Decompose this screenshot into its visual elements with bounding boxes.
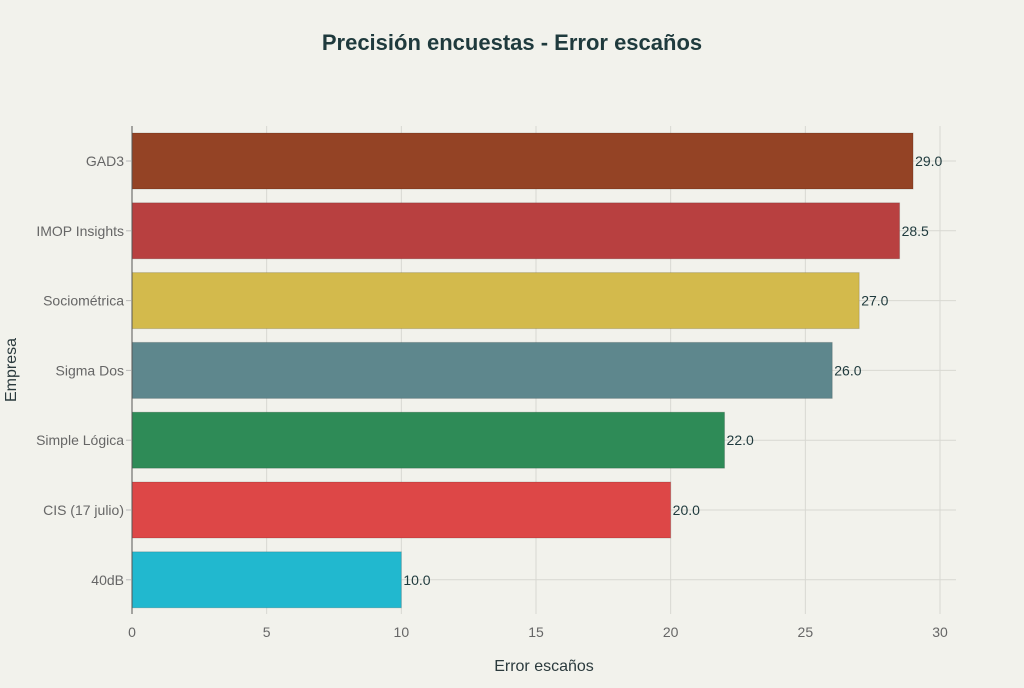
bar-40db — [131, 551, 402, 609]
data-label: 29.0 — [915, 153, 942, 169]
y-tick-label: 40dB — [91, 572, 124, 588]
bar-imop-insights — [131, 202, 901, 260]
x-axis-label: Error escaños — [494, 658, 594, 675]
data-label: 20.0 — [673, 502, 700, 518]
data-labels: 29.0 28.5 27.0 26.0 22.0 20.0 10.0 — [403, 153, 942, 588]
y-tick-label: Sociométrica — [43, 293, 124, 309]
bars — [131, 132, 914, 609]
data-label: 26.0 — [834, 362, 861, 378]
y-tick-label: IMOP Insights — [36, 223, 124, 239]
data-label: 27.0 — [861, 293, 888, 309]
bar-simple-l-gica — [131, 411, 726, 469]
bar-sociom-trica — [131, 272, 860, 330]
bar-cis-17-julio- — [131, 481, 672, 539]
x-tick-label: 10 — [394, 624, 410, 640]
data-label: 28.5 — [902, 223, 929, 239]
x-tick-label: 5 — [263, 624, 271, 640]
data-label: 10.0 — [403, 572, 430, 588]
x-tick-label: 15 — [528, 624, 544, 640]
x-tick-label: 30 — [932, 624, 948, 640]
y-tick-label: Sigma Dos — [56, 362, 124, 378]
y-tick-label: CIS (17 julio) — [43, 502, 124, 518]
x-tick-label: 0 — [128, 624, 136, 640]
bar-gad3 — [131, 132, 914, 190]
bar-sigma-dos — [131, 341, 833, 399]
x-tick-label: 20 — [663, 624, 679, 640]
x-tick-label: 25 — [798, 624, 814, 640]
y-tick-label: Simple Lógica — [36, 432, 124, 448]
data-label: 22.0 — [727, 432, 754, 448]
y-tick-label: GAD3 — [86, 153, 124, 169]
chart-title: Precisión encuestas - Error escaños — [322, 30, 702, 55]
x-ticks: 0 5 10 15 20 25 30 — [128, 624, 948, 640]
y-axis-label: Empresa — [3, 338, 20, 402]
y-tick-labels: GAD3 IMOP Insights Sociométrica Sigma Dos Si… — [36, 153, 124, 588]
